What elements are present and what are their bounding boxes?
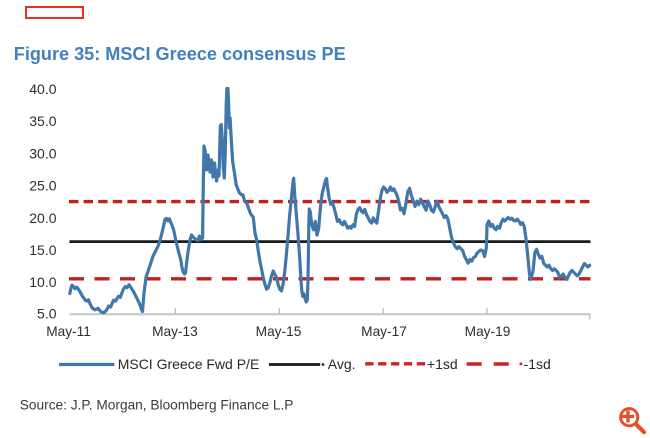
svg-text:Source: J.P. Morgan, Bloomberg: Source: J.P. Morgan, Bloomberg Finance L… [20,397,294,412]
svg-text:40.0: 40.0 [29,81,56,97]
svg-text:May-17: May-17 [361,324,407,339]
svg-text:May-13: May-13 [152,324,198,339]
svg-text:30.0: 30.0 [29,145,56,161]
svg-text:May-11: May-11 [46,324,91,339]
svg-text:-1sd: -1sd [524,356,551,372]
svg-text:May-19: May-19 [465,324,511,339]
svg-text:May-15: May-15 [256,324,302,339]
svg-text:20.0: 20.0 [29,210,56,226]
svg-text:MSCI Greece Fwd P/E: MSCI Greece Fwd P/E [118,356,260,372]
svg-text:5.0: 5.0 [37,305,57,321]
svg-text:Figure 35: MSCI Greece consens: Figure 35: MSCI Greece consensus PE [14,44,346,64]
svg-text:15.0: 15.0 [29,242,56,258]
svg-text:Avg.: Avg. [328,356,356,372]
svg-text:35.0: 35.0 [29,113,56,129]
svg-text:25.0: 25.0 [29,178,56,194]
svg-text:+1sd: +1sd [427,356,458,372]
svg-text:10.0: 10.0 [29,274,56,290]
